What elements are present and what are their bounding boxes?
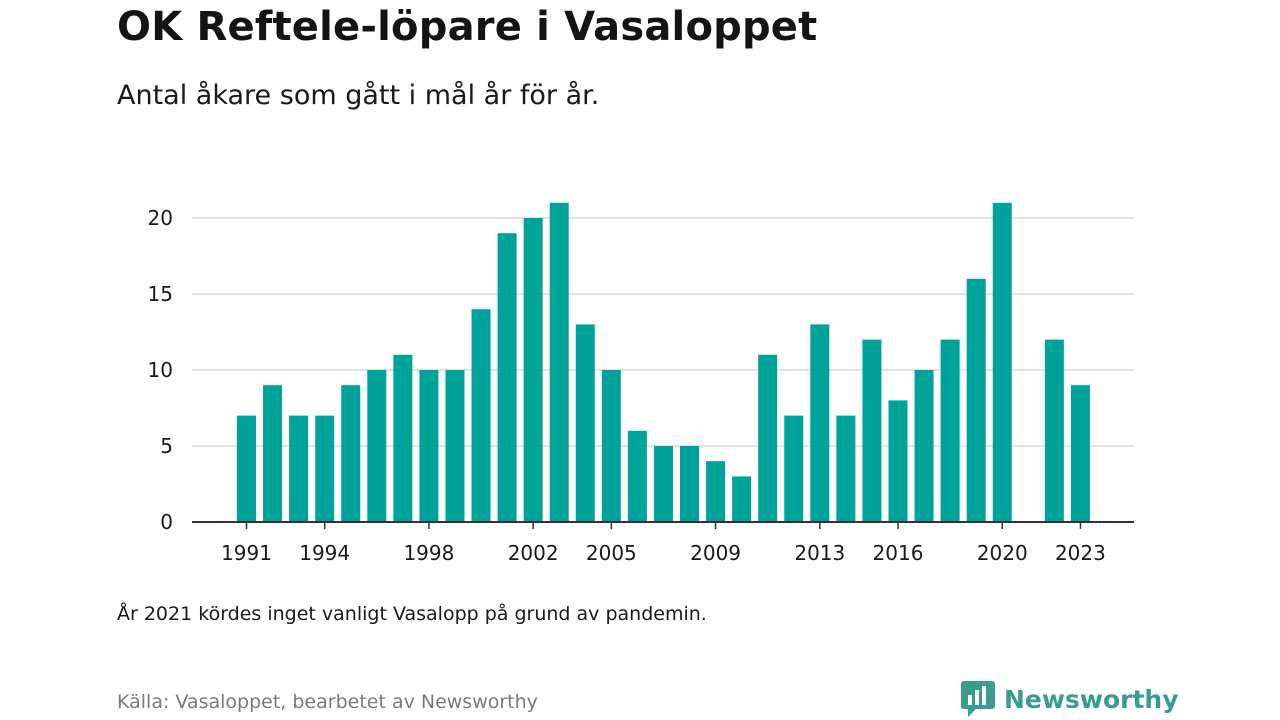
bar — [445, 370, 465, 522]
bar — [549, 202, 569, 523]
bar — [497, 233, 517, 522]
bar — [471, 309, 491, 522]
bar — [888, 400, 908, 522]
x-tick-label: 2020 — [977, 541, 1028, 565]
bar — [575, 324, 595, 522]
bar — [263, 385, 283, 522]
x-tick-label: 2002 — [508, 541, 559, 565]
x-tick-label: 2009 — [690, 541, 741, 565]
x-tick-label: 1991 — [221, 541, 272, 565]
x-tick-label: 1998 — [403, 541, 454, 565]
source-text: Källa: Vasaloppet, bearbetet av Newswort… — [117, 691, 538, 713]
y-tick-label: 5 — [160, 434, 173, 458]
x-tick-label: 1994 — [299, 541, 350, 565]
chart-subtitle: Antal åkare som gått i mål år för år. — [117, 80, 600, 111]
bar — [367, 370, 387, 522]
x-tick-label: 2005 — [586, 541, 637, 565]
chart-note: År 2021 kördes inget vanligt Vasalopp på… — [117, 603, 707, 625]
newsworthy-logo-icon — [961, 681, 995, 717]
bar — [601, 370, 621, 522]
bar-chart: 0 5 10 15 20 1991 1994 1998 2002 2005 2009 2013 201… — [148, 202, 1134, 565]
bar — [1070, 385, 1090, 522]
bar — [966, 278, 986, 522]
chart-title: OK Reftele-löpare i Vasaloppet — [117, 4, 818, 50]
bar — [914, 370, 934, 522]
y-tick-label: 10 — [148, 358, 173, 382]
gridlines — [192, 217, 1134, 447]
bar — [758, 354, 778, 522]
bars — [237, 202, 1090, 523]
y-tick-label: 15 — [148, 282, 173, 306]
y-tick-label: 20 — [148, 206, 173, 230]
x-tick-label: 2023 — [1055, 541, 1106, 565]
x-tick-label: 2016 — [873, 541, 924, 565]
brand-name: Newsworthy — [1004, 684, 1179, 714]
bar — [706, 461, 726, 522]
x-tick-label: 2013 — [794, 541, 845, 565]
bar — [393, 354, 413, 522]
bar — [940, 339, 960, 522]
bar — [315, 415, 335, 522]
bar — [237, 415, 256, 522]
y-axis-ticks: 0 5 10 15 20 — [148, 206, 173, 534]
bar — [810, 324, 830, 522]
bar — [523, 218, 543, 522]
bar — [289, 415, 309, 522]
bar — [732, 476, 752, 522]
bar — [627, 430, 647, 522]
bar — [419, 370, 439, 522]
bar — [341, 385, 361, 522]
bar — [653, 446, 673, 522]
bar — [1044, 339, 1064, 522]
bar — [784, 415, 804, 522]
bar — [836, 415, 856, 522]
y-tick-label: 0 — [160, 510, 173, 534]
bar — [862, 339, 882, 522]
newsworthy-logo: Newsworthy — [960, 680, 1179, 718]
bar — [680, 446, 700, 522]
bar — [992, 202, 1012, 523]
x-axis-ticks: 1991 1994 1998 2002 2005 2009 2013 2016 2020 2023 — [192, 521, 1134, 565]
